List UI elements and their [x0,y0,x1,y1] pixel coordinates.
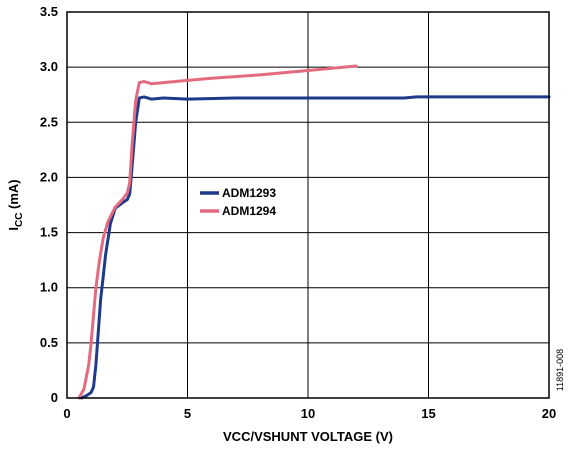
x-tick-label: 20 [542,406,556,421]
y-tick-labels: 0 0.5 1.0 1.5 2.0 2.5 3.0 3.5 [40,4,58,405]
series-layer [77,64,551,400]
legend-label: ADM1294 [222,204,276,218]
x-tick-label: 15 [421,406,435,421]
x-tick-labels: 0 5 10 15 20 [63,406,556,421]
y-axis-title: ICC (mA) [6,179,25,230]
plot-frame [66,11,550,399]
y-axis-title-rest: (mA) [6,179,21,212]
y-tick-label: 0.5 [40,335,58,350]
x-axis-title: VCC/VSHUNT VOLTAGE (V) [223,429,393,444]
series-line-adm1294 [77,64,358,400]
x-tick-label: 0 [63,406,70,421]
y-tick-label: 3.5 [40,4,58,19]
y-tick-label: 1.0 [40,280,58,295]
y-tick-label: 2.5 [40,114,58,129]
legend-label: ADM1293 [222,186,276,200]
grid-lines [67,12,549,398]
figure-id: 11891-008 [555,349,565,391]
y-tick-label: 0 [51,390,58,405]
y-tick-label: 2.0 [40,169,58,184]
y-tick-label: 1.5 [40,225,58,240]
y-tick-label: 3.0 [40,59,58,74]
series-line-adm1293 [80,95,551,400]
x-tick-label: 5 [184,406,191,421]
y-axis-title-main: I [6,227,21,231]
x-tick-label: 10 [301,406,315,421]
y-axis-title-sub: CC [14,213,25,227]
legend: ADM1293 ADM1294 [200,186,276,218]
